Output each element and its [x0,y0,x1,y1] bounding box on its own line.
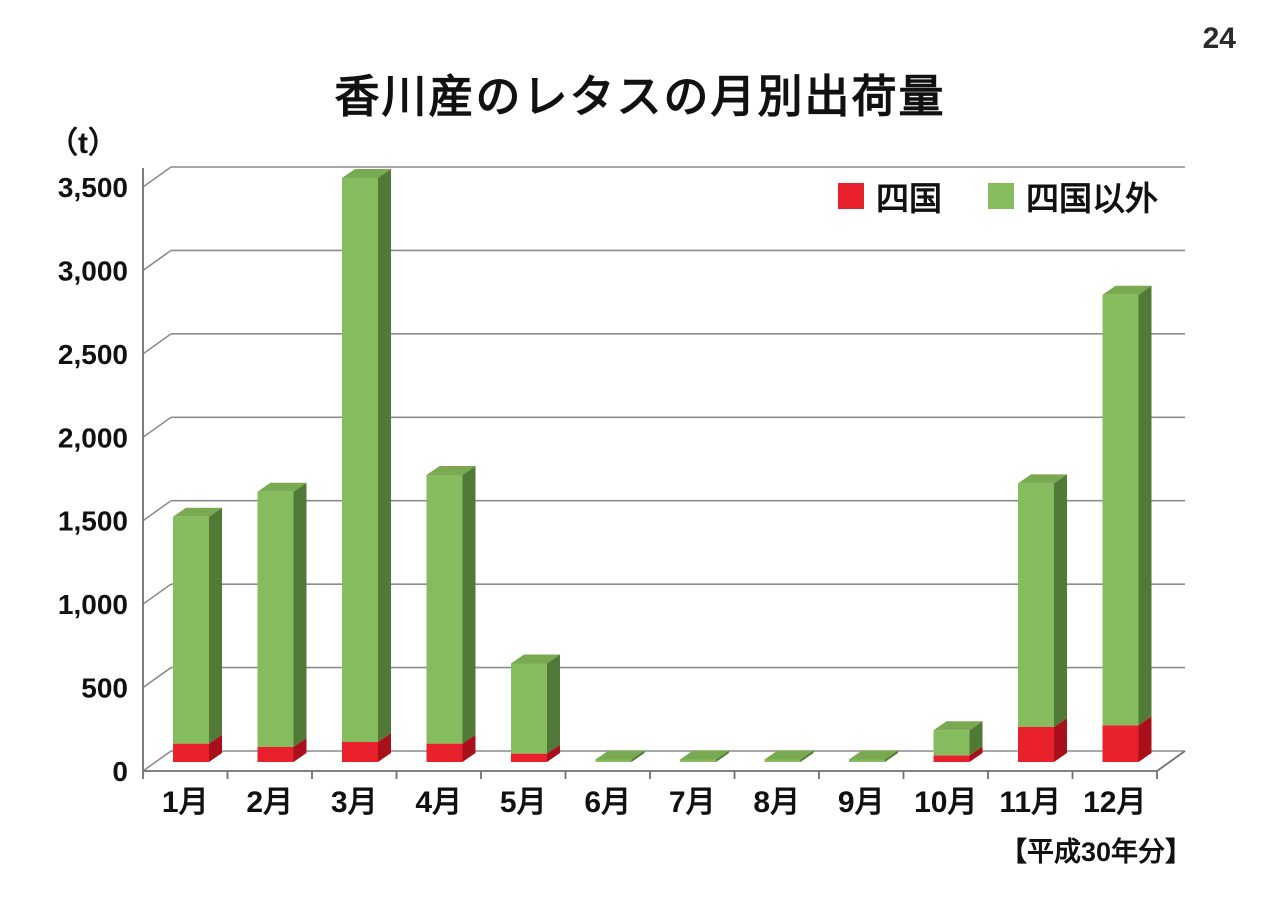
bar-top-face [933,721,983,731]
x-tick-label: 6月 [584,786,631,819]
y-tick-label: 2,500 [58,339,128,370]
shikoku-swatch-icon [838,183,864,209]
x-tick-label: 4月 [415,786,462,819]
bar-top-face [257,482,307,492]
bar-segment-other [1018,483,1054,727]
legend-label: 四国以外 [1026,180,1158,217]
x-tick-label: 2月 [246,786,293,819]
bar-top-face [595,750,645,760]
bar-side-face-shikoku [209,734,222,762]
bar-top-face [426,466,476,476]
legend: 四国 四国以外 [838,172,1158,220]
x-tick-label: 7月 [669,786,716,819]
bar-top-face [173,507,222,517]
gridline-stub [142,750,172,772]
bar-side-face-shikoku [293,737,307,762]
bar-segment-other [173,516,209,744]
x-tick-label: 3月 [331,786,378,819]
bar-top-face [342,169,391,178]
bar-segment-other [933,730,970,756]
bar-top-face [680,750,729,760]
bar-side-face-other [969,721,983,756]
chart-title: 香川産のレタスの月別出荷量 [334,71,946,122]
bar-side-face-other [1138,285,1152,726]
gridline-stub [142,583,172,605]
y-axis-unit: （t） [48,127,118,160]
bar-side-face-other [547,654,560,754]
y-tick-label: 3,000 [58,255,128,286]
bar-side-face-shikoku [969,746,983,762]
bar-segment-shikoku [342,741,378,762]
bar-segment-shikoku [173,743,209,762]
bar-segment-other [680,759,716,762]
bar-top-face [1018,474,1067,484]
bar-top-face [511,654,560,664]
y-tick-label: 3,500 [58,172,128,203]
bar-segment-shikoku [257,746,294,762]
bar-top-face [849,750,898,760]
x-tick-label: 5月 [500,786,547,819]
x-tick-label: 8月 [753,786,800,819]
y-tick-label: 2,000 [58,422,128,453]
legend-item-shikoku: 四国 [838,172,942,220]
bar-segment-other [342,178,378,742]
bar-top-face [764,750,814,760]
x-tick-label: 10月 [914,786,977,819]
page-number: 24 [1202,22,1236,55]
bar-side-face-shikoku [1138,716,1152,762]
bar-segment-other [1102,294,1139,726]
bar-side-face-other [293,482,307,747]
gridline-stub [142,333,172,355]
bar-segment-other [849,759,885,762]
x-tick-label: 9月 [838,786,885,819]
bar-side-face-other [716,750,729,762]
y-tick-label: 0 [112,756,128,787]
bar-segment-shikoku [1018,726,1054,762]
legend-item-other: 四国以外 [988,172,1158,220]
gridline-stub [142,249,172,272]
bar-side-face-shikoku [547,744,560,762]
gridline-stub [142,416,172,438]
bar-segment-shikoku [426,743,463,762]
legend-label: 四国 [876,180,942,217]
x-tick-label: 11月 [999,786,1061,819]
bar-side-face-shikoku [1054,717,1067,762]
bar-side-face-other [1054,474,1067,727]
bar-segment-other [511,663,547,754]
other-swatch-icon [988,183,1014,209]
bar-segment-other [764,759,801,762]
bar-side-face-other [462,466,476,744]
bar-side-face-shikoku [378,732,391,762]
bar-segment-shikoku [1102,725,1139,762]
bar-side-face-other [800,750,814,762]
bar-side-face-other [209,507,222,744]
y-tick-label: 500 [81,673,128,704]
bar-top-face [1102,285,1152,295]
gridline-stub [142,666,172,689]
bar-segment-other [257,491,294,747]
y-tick-label: 1,000 [58,589,128,620]
bar-side-face-other [631,750,645,762]
y-tick-label: 1,500 [58,506,128,537]
bar-segment-shikoku [933,755,970,762]
bar-side-face-other [885,750,898,762]
x-tick-label: 12月 [1083,786,1146,819]
x-tick-label: 1月 [162,786,209,819]
bar-segment-other [426,475,463,744]
footnote-year: 【平成30年分】 [999,837,1192,867]
gridline-stub [142,166,172,188]
bar-segment-shikoku [511,753,547,762]
floor-right-edge [1156,750,1186,772]
gridline-stub [142,500,172,522]
bar-side-face-other [378,169,391,742]
bar-segment-other [595,759,632,762]
bar-side-face-shikoku [462,734,476,762]
